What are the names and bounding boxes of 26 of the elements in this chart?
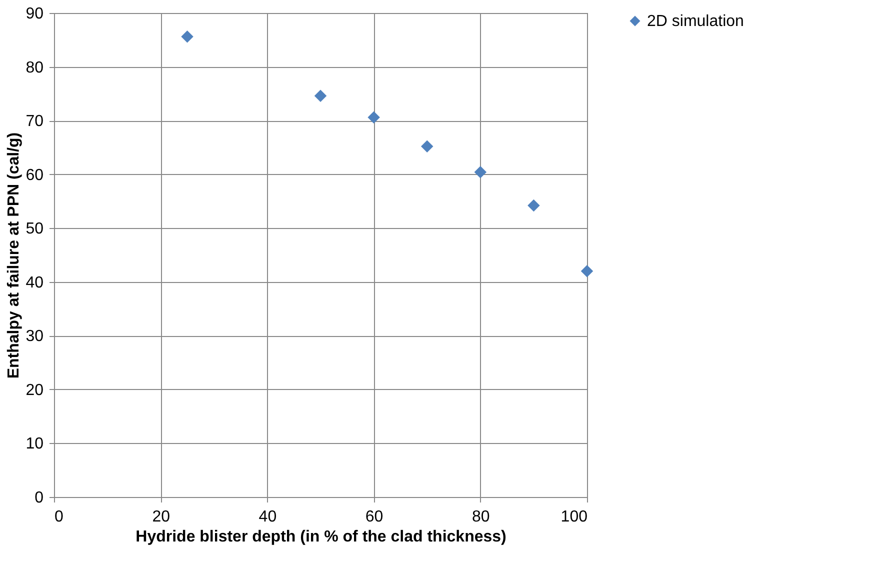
y-tick-label: 40 xyxy=(26,274,44,292)
point xyxy=(528,199,540,212)
legend-label: 2D simulation xyxy=(647,13,744,30)
y-tick-label: 10 xyxy=(26,436,44,453)
point xyxy=(181,30,194,43)
y-tick-label: 80 xyxy=(26,59,44,76)
point xyxy=(314,90,327,102)
x-tick-label: 60 xyxy=(365,508,384,526)
point xyxy=(420,140,434,152)
x-tick-label: 80 xyxy=(472,508,490,526)
x-tick-label: 0 xyxy=(54,508,64,526)
y-tick-label: 30 xyxy=(26,328,44,346)
y-tick-label: 70 xyxy=(26,113,44,130)
point xyxy=(474,166,487,178)
y-tick-label: 0 xyxy=(34,490,44,506)
y-tick-label: 60 xyxy=(26,166,44,184)
y-tick-label: 50 xyxy=(26,220,44,238)
x-tick-label: 40 xyxy=(258,508,277,526)
point xyxy=(368,111,380,124)
y-axis-title: Enthalpy at failure at PPN (cal/g) xyxy=(6,132,23,379)
point xyxy=(580,265,594,278)
x-tick-label: 20 xyxy=(152,508,170,526)
x-axis-title: Hydride blister depth (in % of the clad thickness) xyxy=(136,528,506,546)
x-tick-label: 100 xyxy=(560,508,588,526)
y-tick-label: 90 xyxy=(26,6,44,22)
y-tick-label: 20 xyxy=(26,382,44,399)
